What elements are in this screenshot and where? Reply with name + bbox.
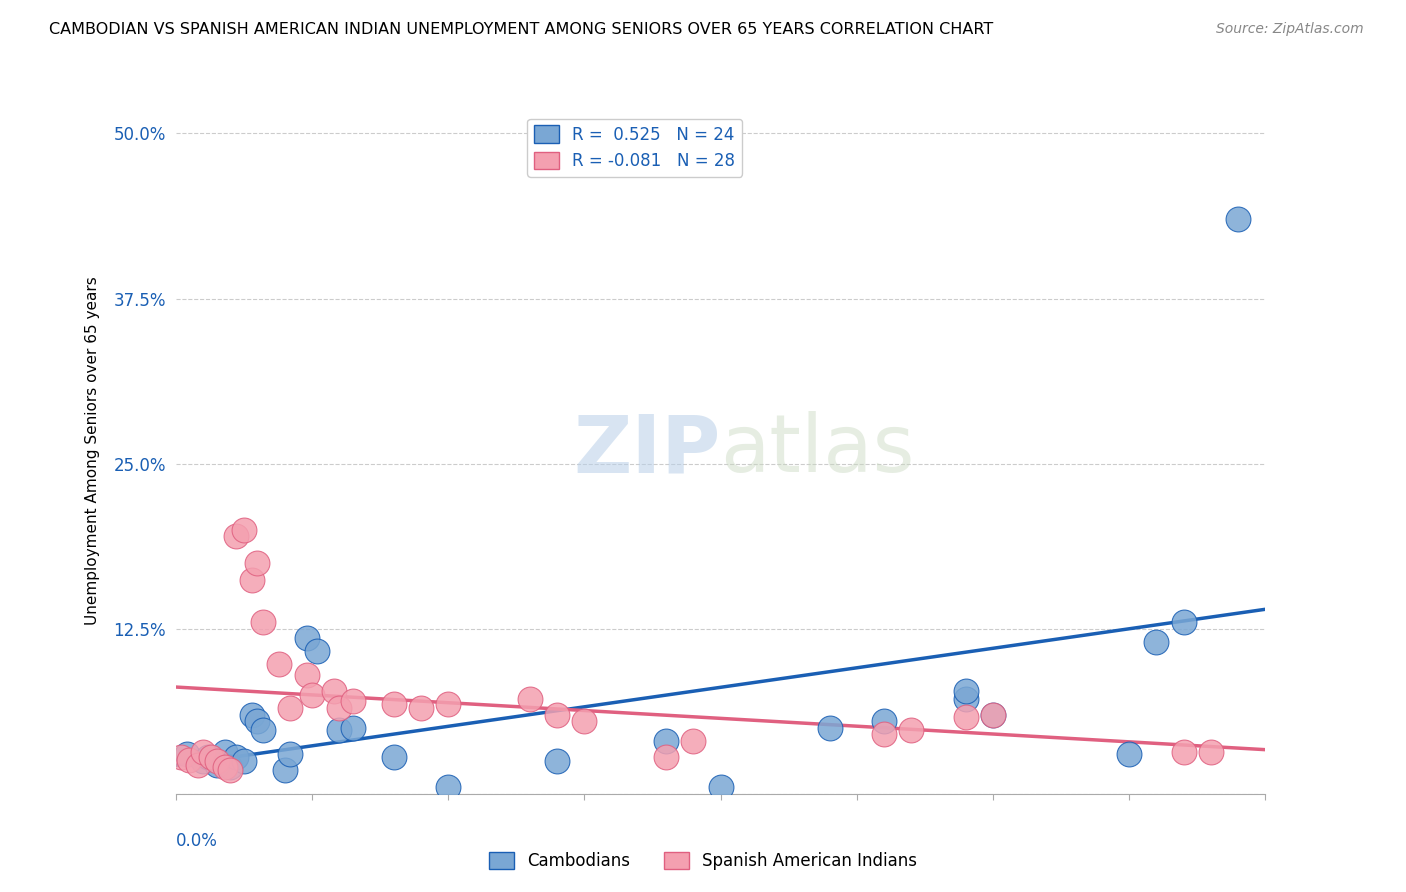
Point <box>170 750 193 764</box>
Point <box>219 760 242 774</box>
Point <box>252 615 274 630</box>
Point <box>1227 212 1250 227</box>
Y-axis label: Unemployment Among Seniors over 65 years: Unemployment Among Seniors over 65 years <box>84 277 100 624</box>
Point <box>295 631 318 645</box>
Point <box>278 701 301 715</box>
Point <box>225 529 247 543</box>
Text: ZIP: ZIP <box>574 411 721 490</box>
Point <box>176 747 198 762</box>
Point <box>240 707 263 722</box>
Point <box>519 691 541 706</box>
Point <box>1173 615 1195 630</box>
Point <box>328 723 350 738</box>
Point <box>274 763 297 777</box>
Point <box>818 721 841 735</box>
Point <box>900 723 922 738</box>
Point <box>574 714 596 729</box>
Point <box>955 710 977 724</box>
Point <box>655 750 678 764</box>
Point <box>240 573 263 587</box>
Text: 0.0%: 0.0% <box>176 831 218 850</box>
Text: Source: ZipAtlas.com: Source: ZipAtlas.com <box>1216 22 1364 37</box>
Point <box>981 707 1004 722</box>
Point <box>278 747 301 762</box>
Point <box>1118 747 1140 762</box>
Point <box>205 757 228 772</box>
Point <box>437 780 460 795</box>
Point <box>232 523 254 537</box>
Point <box>322 683 344 698</box>
Point <box>246 714 269 729</box>
Point <box>179 753 201 767</box>
Point <box>955 683 977 698</box>
Text: atlas: atlas <box>721 411 915 490</box>
Point <box>191 745 214 759</box>
Point <box>307 644 329 658</box>
Point <box>546 754 568 768</box>
Point <box>382 697 405 711</box>
Point <box>382 750 405 764</box>
Point <box>437 697 460 711</box>
Point <box>191 754 214 768</box>
Point <box>955 691 977 706</box>
Point <box>295 668 318 682</box>
Point <box>873 727 896 741</box>
Point <box>246 556 269 570</box>
Point <box>214 745 236 759</box>
Point <box>232 754 254 768</box>
Point <box>269 657 291 672</box>
Point <box>873 714 896 729</box>
Point <box>205 754 228 768</box>
Point <box>200 750 222 764</box>
Point <box>252 723 274 738</box>
Point <box>225 750 247 764</box>
Point <box>1144 635 1167 649</box>
Point <box>214 760 236 774</box>
Point <box>546 707 568 722</box>
Point <box>409 701 432 715</box>
Point <box>301 688 323 702</box>
Point <box>219 763 242 777</box>
Point <box>342 694 364 708</box>
Text: CAMBODIAN VS SPANISH AMERICAN INDIAN UNEMPLOYMENT AMONG SENIORS OVER 65 YEARS CO: CAMBODIAN VS SPANISH AMERICAN INDIAN UNE… <box>49 22 994 37</box>
Point <box>1173 745 1195 759</box>
Point <box>186 757 209 772</box>
Point <box>682 734 704 748</box>
Point <box>710 780 733 795</box>
Point <box>342 721 364 735</box>
Legend: R =  0.525   N = 24, R = -0.081   N = 28: R = 0.525 N = 24, R = -0.081 N = 28 <box>527 119 742 177</box>
Point <box>981 707 1004 722</box>
Point <box>197 750 219 764</box>
Point <box>1199 745 1222 759</box>
Legend: Cambodians, Spanish American Indians: Cambodians, Spanish American Indians <box>482 845 924 877</box>
Point <box>328 701 350 715</box>
Point <box>655 734 678 748</box>
